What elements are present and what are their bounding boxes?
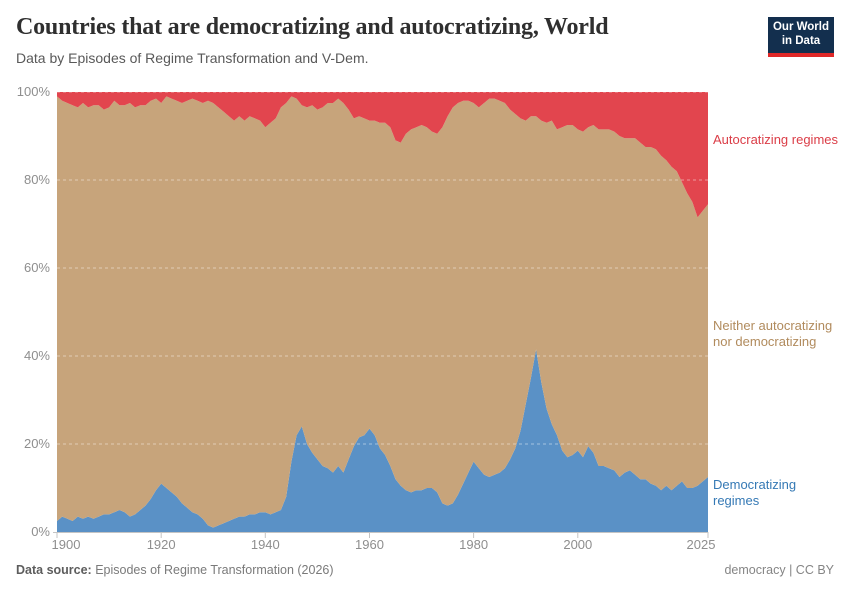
- x-axis-label-2025: 2025: [686, 537, 716, 552]
- x-axis-label-1980: 1980: [459, 537, 489, 552]
- x-axis-label-1940: 1940: [250, 537, 280, 552]
- data-source: Data source: Episodes of Regime Transfor…: [16, 563, 334, 577]
- owid-logo-line2: in Data: [781, 35, 821, 47]
- license-note: democracy | CC BY: [724, 563, 834, 577]
- legend-label-neither: Neither autocratizing nor democratizing: [713, 318, 833, 349]
- x-axis-label-2000: 2000: [563, 537, 593, 552]
- legend-label-democratizing: Democratizing regimes: [713, 477, 797, 508]
- x-axis-label-1920: 1920: [146, 537, 176, 552]
- legend-label-autocratizing: Autocratizing regimes: [713, 132, 838, 147]
- y-axis-label-0: 0%: [31, 524, 50, 539]
- area-autocratizing[interactable]: [57, 92, 708, 218]
- owid-logo[interactable]: Our World in Data: [768, 17, 834, 57]
- data-source-label: Data source:: [16, 563, 92, 577]
- y-axis-label-80: 80%: [23, 172, 50, 187]
- y-axis-label-40: 40%: [23, 348, 50, 363]
- y-axis-label-20: 20%: [23, 436, 50, 451]
- y-axis-label-60: 60%: [23, 260, 50, 275]
- data-source-text: Episodes of Regime Transformation (2026): [91, 563, 334, 577]
- area-neither[interactable]: [57, 96, 708, 528]
- page-subtitle: Data by Episodes of Regime Transformatio…: [16, 50, 369, 66]
- chart-footer: Data source: Episodes of Regime Transfor…: [16, 563, 834, 577]
- y-axis-label-100: 100%: [16, 84, 50, 99]
- x-axis-label-1960: 1960: [355, 537, 384, 552]
- x-axis-label-1900: 1900: [51, 537, 81, 552]
- owid-logo-line1: Our World: [772, 21, 829, 33]
- page-title: Countries that are democratizing and aut…: [16, 14, 609, 40]
- area-democratizing[interactable]: [57, 349, 708, 532]
